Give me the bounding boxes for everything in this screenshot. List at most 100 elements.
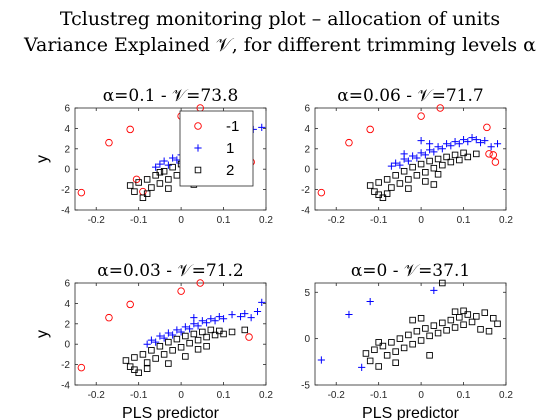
- data-point: [426, 157, 433, 165]
- data-point: [199, 328, 206, 336]
- data-point: [387, 162, 395, 170]
- data-point: [400, 150, 408, 158]
- data-point: [228, 328, 236, 336]
- data-point: [426, 332, 433, 340]
- data-point: [375, 339, 382, 346]
- data-point: [131, 366, 138, 373]
- data-point: [143, 359, 151, 366]
- data-point: [131, 188, 138, 195]
- data-point: [345, 138, 353, 147]
- series-2: [122, 326, 249, 377]
- plot-area: [314, 282, 507, 386]
- data-point: [379, 342, 387, 350]
- data-point: [447, 142, 455, 150]
- data-point: [396, 335, 404, 342]
- data-point: [460, 321, 467, 328]
- data-point: [489, 151, 498, 159]
- data-point: [156, 332, 164, 340]
- data-point: [190, 314, 198, 322]
- y-tick-label: 5: [304, 288, 310, 299]
- data-point: [236, 313, 245, 321]
- data-point: [202, 319, 211, 327]
- y-tick-label: 6: [64, 279, 70, 290]
- series-1: [317, 286, 438, 371]
- data-point: [392, 159, 400, 167]
- x-tick-label: 0: [418, 390, 424, 401]
- data-point: [422, 169, 429, 176]
- y-tick-label: 0: [304, 334, 310, 345]
- data-point: [442, 140, 451, 148]
- x-tick-label: 0.2: [499, 215, 513, 226]
- data-point: [152, 338, 160, 346]
- y-tick-label: 2: [64, 319, 70, 330]
- data-point: [164, 161, 172, 169]
- data-point: [156, 169, 164, 176]
- series--1: [317, 104, 500, 197]
- data-point: [207, 326, 215, 334]
- data-point: [417, 137, 425, 145]
- data-point: [148, 184, 155, 191]
- data-point: [434, 171, 442, 178]
- data-point: [451, 308, 459, 315]
- y-tick-label: 0: [64, 340, 70, 351]
- data-point: [438, 145, 446, 153]
- data-point: [156, 160, 164, 168]
- y-tick-label: -4: [61, 206, 70, 217]
- data-point: [143, 340, 151, 348]
- data-point: [173, 335, 181, 343]
- data-point: [434, 155, 442, 163]
- data-point: [366, 125, 374, 134]
- data-point: [434, 143, 442, 151]
- data-point: [77, 363, 86, 372]
- data-point: [436, 104, 444, 112]
- data-point: [409, 316, 416, 324]
- y-tick-label: -5: [301, 381, 310, 392]
- data-point: [160, 351, 168, 358]
- data-point: [220, 330, 227, 338]
- data-point: [456, 314, 463, 321]
- data-point: [165, 360, 172, 367]
- data-point: [169, 331, 177, 339]
- data-point: [241, 310, 249, 318]
- data-point: [421, 151, 429, 159]
- data-point: [417, 160, 425, 168]
- data-point: [430, 181, 438, 188]
- data-point: [258, 298, 266, 306]
- data-point: [413, 172, 421, 179]
- data-point: [409, 340, 416, 348]
- data-point: [164, 329, 172, 337]
- data-point: [460, 307, 467, 315]
- data-point: [105, 313, 113, 322]
- data-point: [317, 356, 325, 364]
- data-point: [443, 153, 450, 161]
- data-point: [426, 140, 434, 148]
- data-point: [156, 342, 164, 350]
- data-point: [182, 353, 189, 360]
- x-axis-label: PLS predictor: [362, 405, 460, 420]
- data-point: [447, 158, 455, 166]
- data-point: [472, 136, 480, 144]
- plot-area: [314, 107, 507, 211]
- data-point: [430, 164, 438, 172]
- data-point: [485, 327, 493, 335]
- x-tick-label: -0.1: [130, 390, 148, 401]
- data-point: [198, 317, 206, 325]
- data-point: [186, 325, 194, 333]
- data-point: [169, 163, 176, 171]
- data-point: [443, 327, 450, 334]
- series-2: [366, 149, 480, 202]
- chart-panel-3: -0.2 -0.1 0 0.1 0.2 -4 -2 0 2 4 6 α=0.03 - 𝒱=71.2 y P…: [34, 261, 273, 420]
- data-point: [388, 339, 395, 346]
- data-point: [366, 182, 374, 189]
- data-point: [143, 176, 151, 183]
- data-point: [77, 188, 86, 197]
- data-point: [196, 279, 204, 287]
- data-point: [366, 297, 374, 306]
- data-point: [430, 286, 438, 295]
- data-point: [413, 327, 421, 335]
- data-point: [464, 138, 472, 146]
- data-point: [165, 176, 172, 183]
- data-point: [422, 178, 429, 185]
- x-tick-label: 0: [418, 215, 424, 226]
- data-point: [451, 151, 459, 159]
